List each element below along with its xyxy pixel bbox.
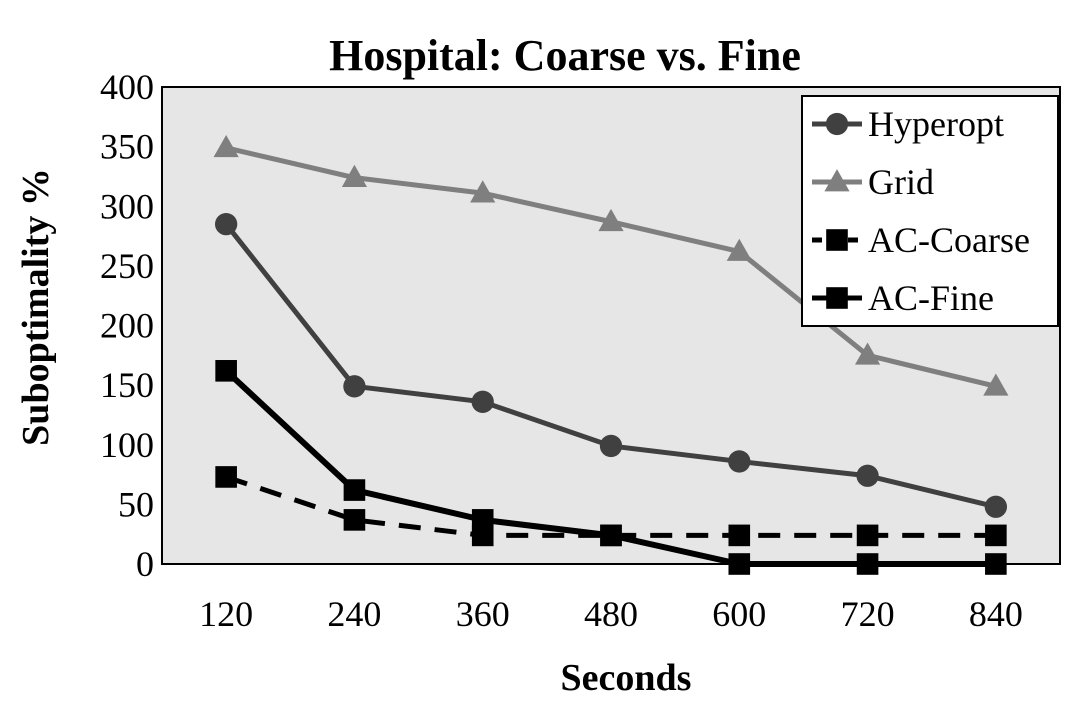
legend-label: Hyperopt [868, 104, 1004, 144]
legend-label: AC-Coarse [868, 220, 1030, 260]
data-point [343, 509, 366, 531]
data-point [983, 373, 1009, 396]
legend-item: AC-Coarse [812, 220, 1030, 260]
data-point [343, 375, 366, 398]
x-tick-label: 720 [841, 594, 895, 634]
y-tick-label: 150 [100, 365, 154, 405]
x-tick-label: 600 [712, 594, 766, 634]
y-axis-ticks: 0 50 100 150 200 250 300 350 400 [100, 67, 154, 584]
y-tick-label: 300 [100, 186, 154, 226]
data-point [343, 479, 366, 501]
y-tick-label: 50 [118, 484, 154, 524]
data-point [600, 524, 622, 547]
x-tick-label: 360 [456, 594, 510, 634]
data-point [826, 287, 848, 309]
data-point [728, 553, 751, 575]
data-point [825, 112, 849, 136]
data-point [728, 524, 751, 547]
y-axis-title: Suboptimality % [15, 168, 57, 446]
data-point [213, 134, 239, 158]
data-point [984, 495, 1008, 518]
data-point [599, 434, 623, 458]
legend: Hyperopt Grid AC-Coarse AC-Fine [801, 95, 1059, 327]
series-hyperopt [214, 212, 1008, 518]
x-tick-label: 480 [584, 594, 638, 634]
legend-item: AC-Fine [812, 278, 994, 318]
data-point [341, 164, 368, 187]
data-point [854, 342, 881, 365]
y-tick-label: 250 [100, 246, 154, 286]
y-tick-label: 200 [100, 306, 154, 346]
data-point [215, 466, 237, 488]
data-point [471, 390, 494, 413]
x-tick-label: 120 [199, 594, 253, 634]
data-point [856, 524, 879, 547]
y-tick-label: 0 [136, 544, 154, 584]
series-ac-fine [215, 360, 1007, 575]
legend-label: AC-Fine [868, 278, 994, 318]
data-point [856, 464, 879, 487]
data-point [598, 208, 624, 232]
data-point [826, 229, 848, 251]
series-layer [213, 134, 1009, 575]
y-tick-label: 400 [100, 67, 154, 107]
data-point [726, 238, 752, 261]
y-tick-label: 100 [100, 425, 154, 465]
data-point [985, 524, 1007, 547]
data-point [215, 360, 237, 382]
y-tick-label: 350 [100, 127, 154, 167]
data-point [728, 450, 751, 473]
data-point [824, 169, 850, 192]
legend-item: Hyperopt [812, 104, 1004, 144]
x-axis-title: Seconds [561, 657, 692, 699]
legend-item: Grid [812, 162, 934, 202]
x-tick-label: 240 [327, 594, 381, 634]
x-axis-ticks: 120 240 360 480 600 720 840 [199, 594, 1023, 634]
legend-label: Grid [868, 162, 934, 202]
data-point [985, 553, 1007, 575]
data-point [214, 212, 238, 236]
series-grid [213, 134, 1009, 396]
chart-title: Hospital: Coarse vs. Fine [329, 31, 801, 80]
data-point [470, 180, 496, 203]
data-point [856, 553, 879, 575]
data-point [471, 509, 494, 531]
x-tick-label: 840 [969, 594, 1023, 634]
